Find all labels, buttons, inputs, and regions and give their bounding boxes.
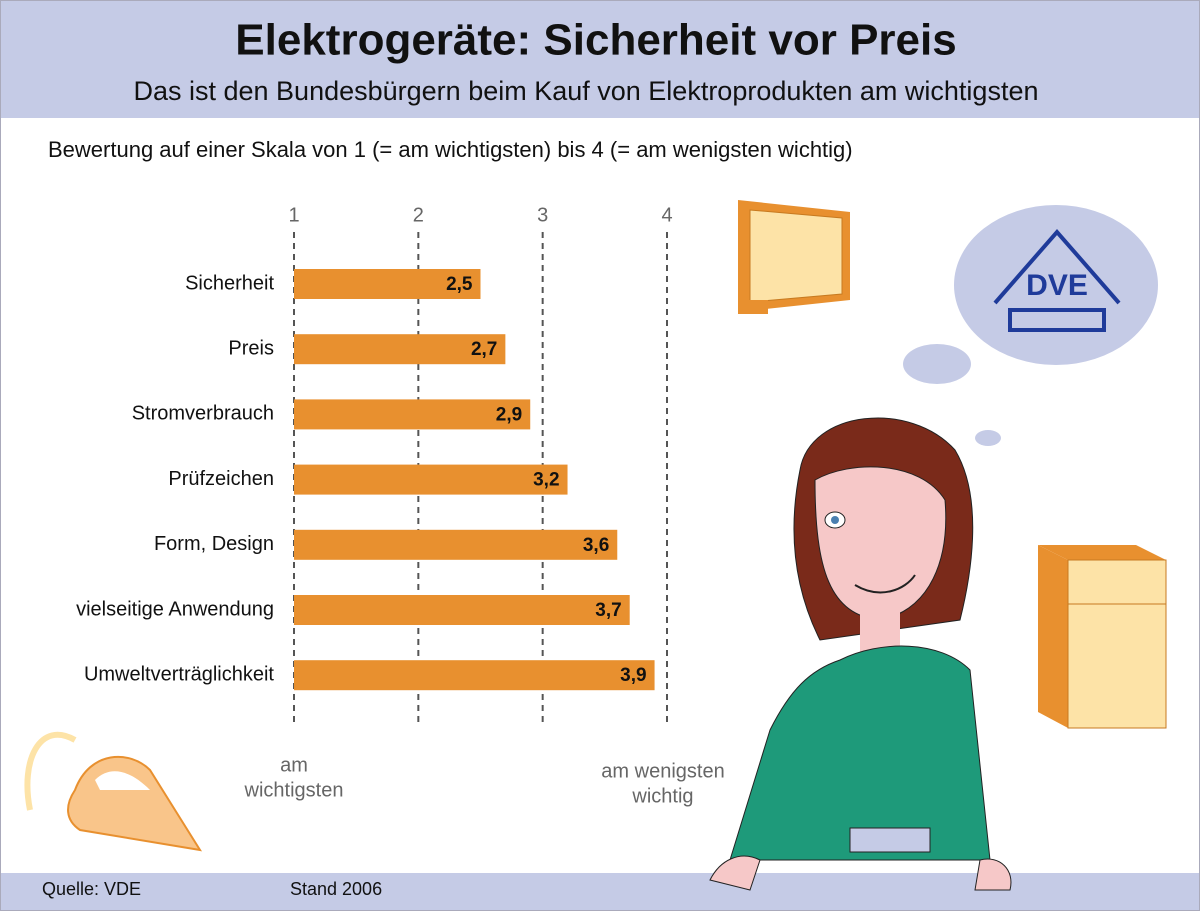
value-label: 2,9 — [496, 404, 522, 425]
bar — [294, 464, 568, 495]
axis-end-label: wichtigsten — [244, 779, 344, 801]
cabinet-illustration — [1038, 545, 1167, 729]
footer-band — [0, 873, 1200, 911]
y-tick-label: Prüfzeichen — [168, 468, 274, 490]
x-tick-label: 1 — [288, 204, 299, 226]
chart-title: Elektrogeräte: Sicherheit vor Preis — [235, 16, 956, 65]
x-tick-label: 2 — [413, 204, 424, 226]
bar — [294, 529, 618, 560]
tv-illustration — [738, 200, 850, 314]
iron-illustration — [24, 731, 203, 852]
subtitle: Das ist den Bundesbürgern beim Kauf von … — [133, 76, 1038, 106]
description: Bewertung auf einer Skala von 1 (= am wi… — [48, 137, 853, 162]
value-label: 3,6 — [583, 535, 609, 556]
date: Stand 2006 — [290, 879, 382, 899]
x-tick-label: 3 — [537, 204, 548, 226]
bar — [294, 269, 481, 299]
bar — [294, 660, 655, 691]
y-tick-label: vielseitige Anwendung — [76, 598, 274, 620]
axis-end-label: am — [280, 754, 308, 776]
header-band — [0, 0, 1200, 118]
logo-bubble: DVE — [903, 205, 1158, 446]
y-tick-label: Form, Design — [154, 533, 274, 555]
bar — [294, 334, 506, 365]
value-label: 3,7 — [595, 600, 621, 621]
y-tick-label: Sicherheit — [185, 272, 274, 294]
x-tick-label: 4 — [661, 204, 672, 226]
value-label: 2,5 — [446, 274, 473, 295]
woman-illustration — [709, 417, 1012, 891]
value-label: 2,7 — [471, 339, 497, 360]
axis-end-label: am wenigsten — [601, 760, 724, 782]
logo-text: DVE — [1026, 269, 1088, 302]
bar — [294, 399, 531, 430]
bar — [294, 595, 630, 625]
value-label: 3,2 — [533, 470, 559, 491]
source: Quelle: VDE — [42, 879, 141, 899]
y-tick-label: Stromverbrauch — [132, 403, 274, 425]
value-label: 3,9 — [620, 665, 646, 686]
y-tick-label: Preis — [228, 337, 274, 359]
axis-end-label: wichtig — [631, 785, 693, 807]
y-tick-label: Umweltverträglichkeit — [84, 663, 274, 685]
